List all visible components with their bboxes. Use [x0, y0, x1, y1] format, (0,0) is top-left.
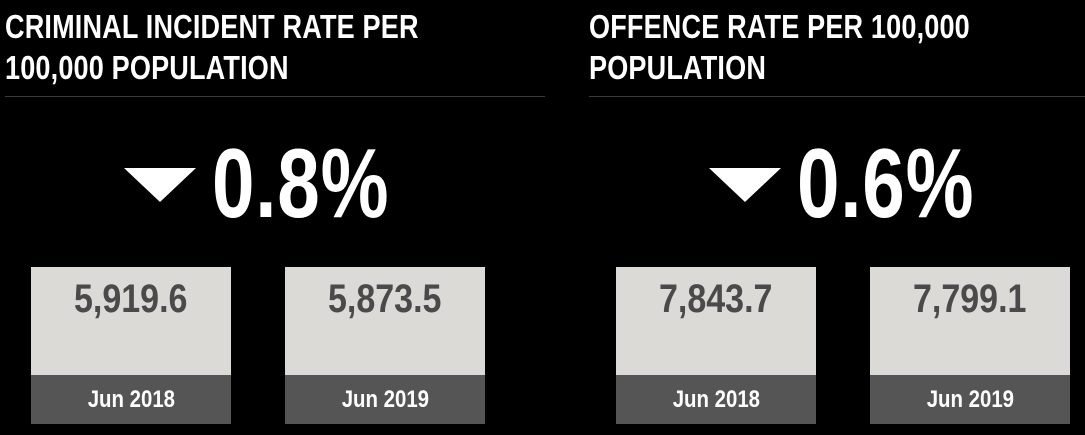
card-value: 7,843.7 — [616, 267, 816, 375]
change-percent: 0.6% — [797, 128, 975, 238]
panel-title: OFFENCE RATE PER 100,000 POPULATION — [589, 6, 1024, 88]
value-card-jun-2018: 7,843.7 Jun 2018 — [616, 267, 816, 424]
criminal-incident-rate-panel: CRIMINAL INCIDENT RATE PER 100,000 POPUL… — [0, 0, 545, 435]
card-value: 5,919.6 — [31, 267, 231, 375]
panel-title-line-1: OFFENCE RATE PER 100,000 — [589, 8, 970, 45]
card-label: Jun 2018 — [616, 375, 816, 424]
divider — [5, 96, 545, 97]
card-label: Jun 2018 — [31, 375, 231, 424]
card-label: Jun 2019 — [285, 375, 485, 424]
value-card-jun-2019: 7,799.1 Jun 2019 — [870, 267, 1070, 424]
card-value: 7,799.1 — [870, 267, 1070, 375]
panel-title-line-1: CRIMINAL INCIDENT RATE PER — [5, 8, 419, 45]
value-card-jun-2019: 5,873.5 Jun 2019 — [285, 267, 485, 424]
down-triangle-icon — [124, 168, 196, 202]
card-label: Jun 2019 — [870, 375, 1070, 424]
panel-title-line-2: 100,000 POPULATION — [5, 49, 289, 86]
change-indicator: 0.6% — [709, 128, 1024, 238]
panel-title-line-2: POPULATION — [589, 49, 767, 86]
card-value: 5,873.5 — [285, 267, 485, 375]
divider — [589, 96, 1085, 97]
change-percent: 0.8% — [212, 128, 390, 238]
down-triangle-icon — [709, 168, 781, 202]
change-indicator: 0.8% — [124, 128, 439, 238]
offence-rate-panel: OFFENCE RATE PER 100,000 POPULATION 0.6%… — [544, 0, 1085, 435]
value-card-jun-2018: 5,919.6 Jun 2018 — [31, 267, 231, 424]
panel-title: CRIMINAL INCIDENT RATE PER 100,000 POPUL… — [5, 6, 440, 88]
